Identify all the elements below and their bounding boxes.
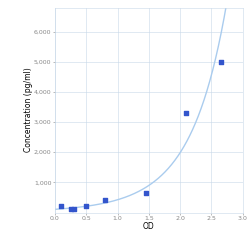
- Point: [84, 204, 88, 208]
- Point: [103, 198, 107, 202]
- Point: [68, 208, 73, 212]
- Point: [144, 191, 148, 195]
- Point: [59, 204, 63, 208]
- X-axis label: OD: OD: [143, 222, 154, 231]
- Y-axis label: Concentration (pg/ml): Concentration (pg/ml): [24, 68, 32, 152]
- Point: [184, 111, 188, 115]
- Point: [72, 207, 76, 211]
- Point: [218, 60, 223, 64]
